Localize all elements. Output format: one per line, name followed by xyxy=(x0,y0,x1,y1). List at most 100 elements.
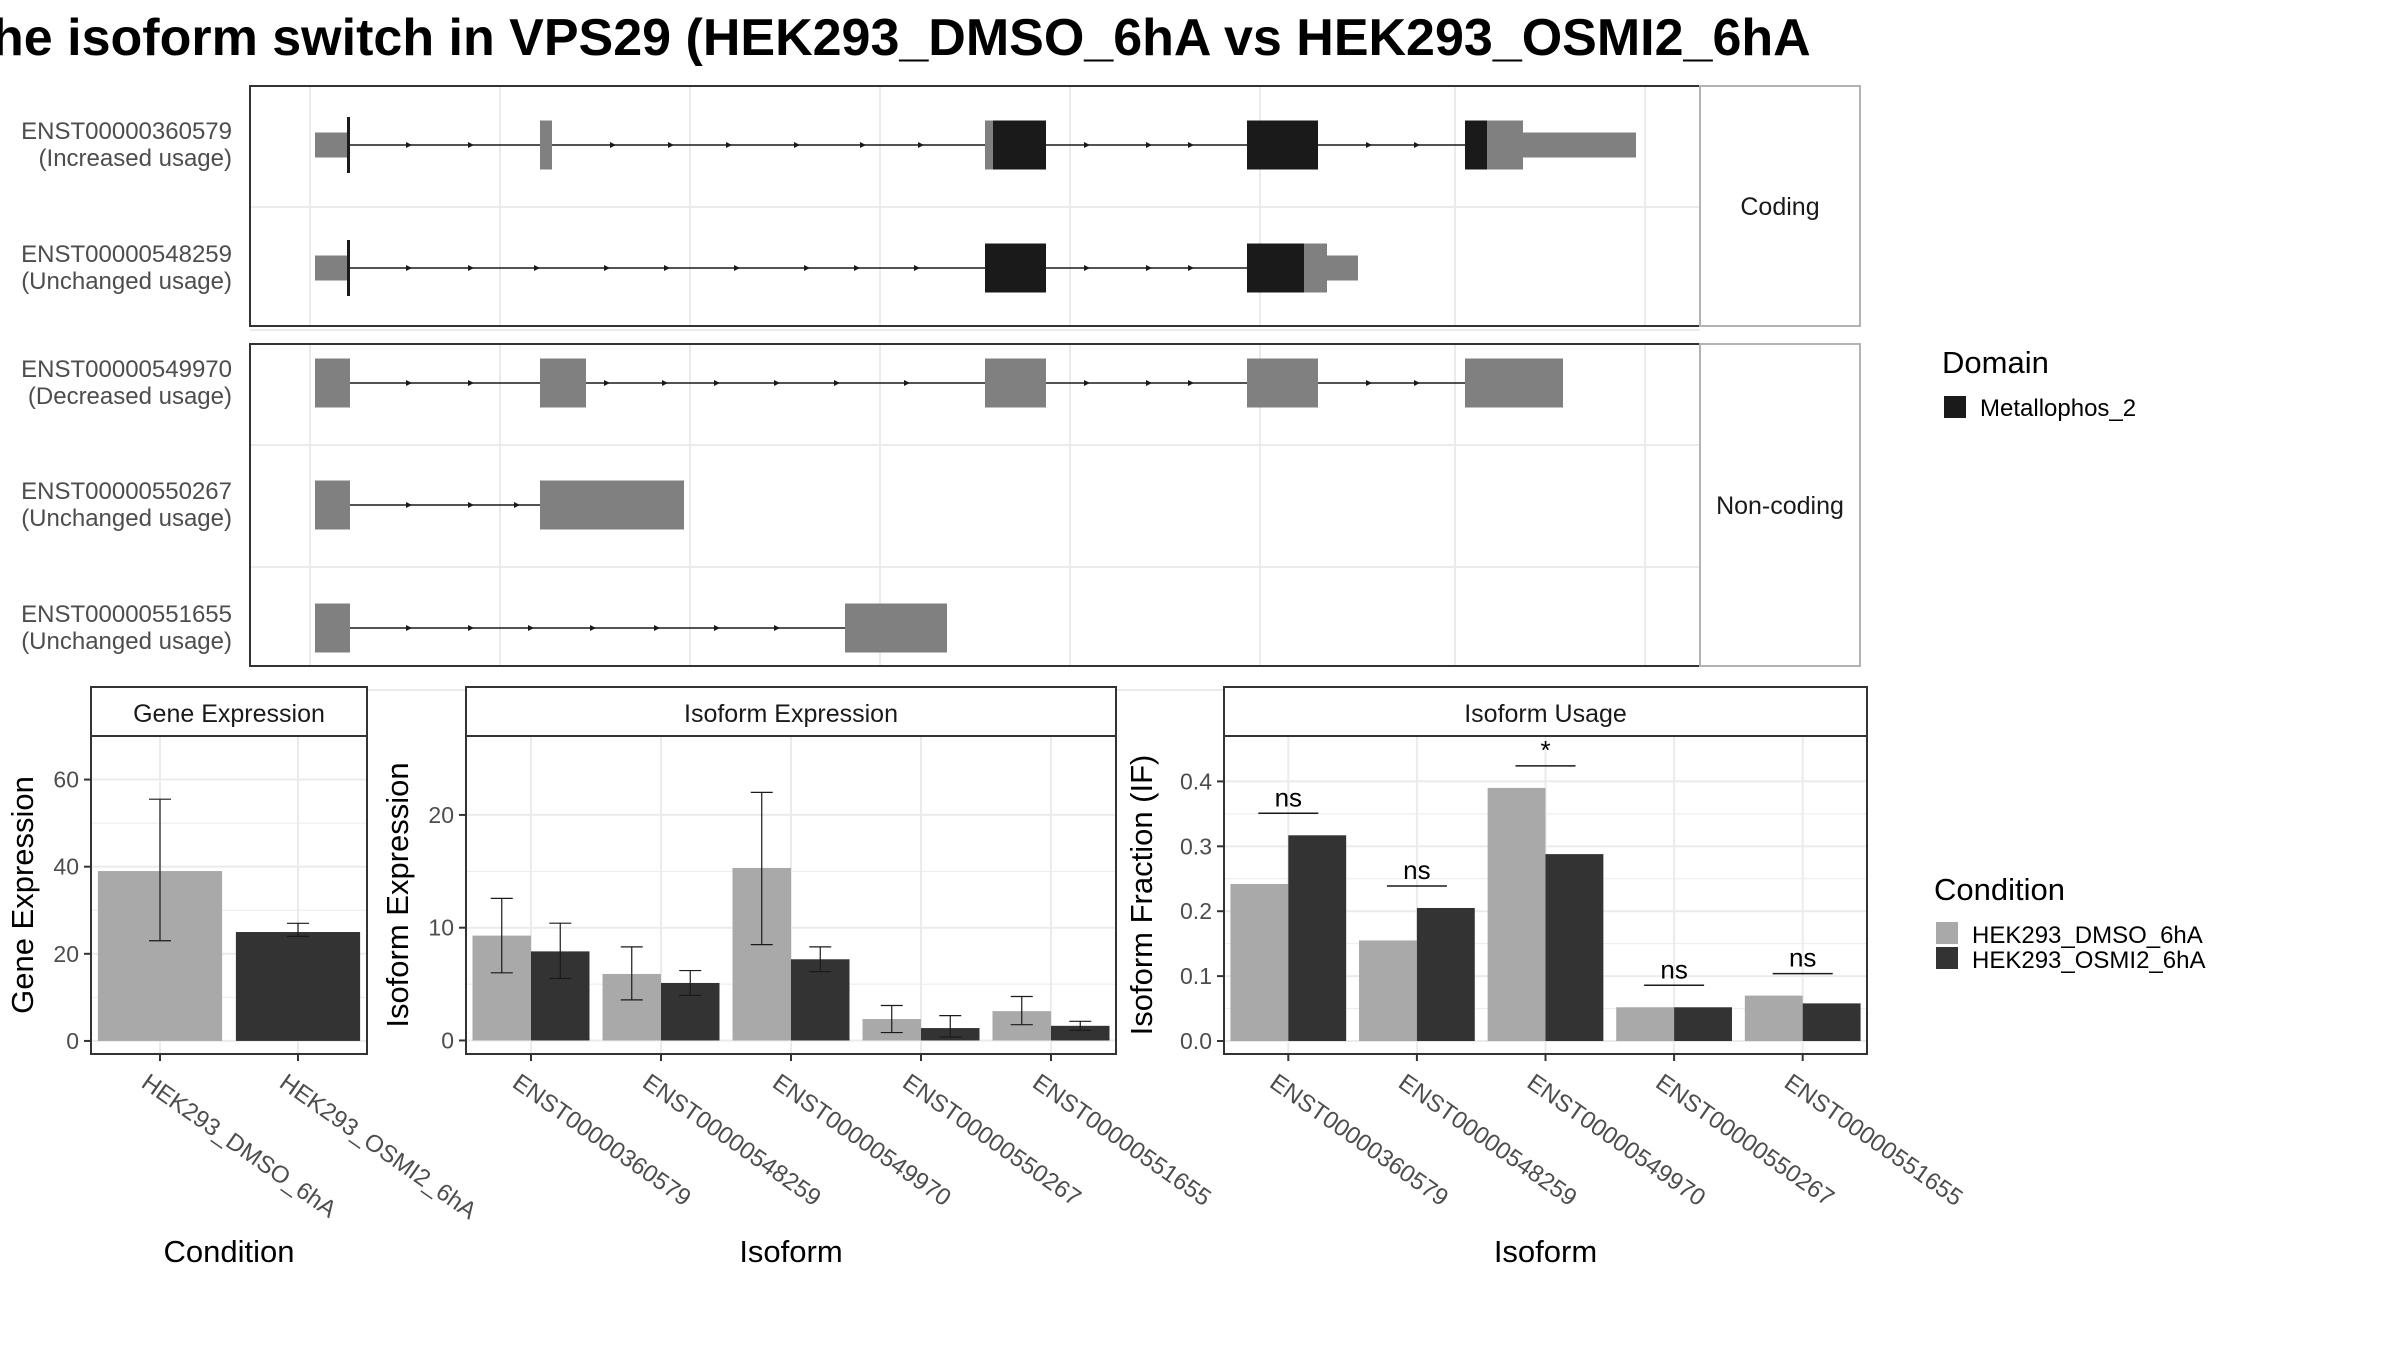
exon-block xyxy=(845,603,947,653)
expression-charts: Gene Expression0204060HEK293_DMSO_6hAHEK… xyxy=(5,686,1967,1269)
y-tick-label: 0.4 xyxy=(1180,768,1212,794)
significance-label: ns xyxy=(1660,954,1687,984)
intron-arrow xyxy=(734,265,740,271)
intron-arrow xyxy=(1146,265,1152,271)
intron-arrow xyxy=(664,265,670,271)
intron-arrow xyxy=(590,625,596,631)
chart-title: Isoform Expression xyxy=(684,700,898,728)
intron-arrow xyxy=(714,625,720,631)
bar xyxy=(1230,883,1289,1042)
intron-arrow xyxy=(1084,142,1090,148)
intron-arrow xyxy=(904,380,910,386)
bar xyxy=(235,932,361,1041)
condition-legend-label: HEK293_DMSO_6hA xyxy=(1972,922,2203,949)
legends: Domain Metallophos_2 Condition HEK293_DMSO_… xyxy=(1934,345,2205,974)
intron-arrow xyxy=(794,142,800,148)
y-tick-label: 10 xyxy=(428,915,454,941)
transcript-usage-label: (Unchanged usage) xyxy=(21,505,232,532)
y-tick-label: 60 xyxy=(53,767,79,793)
y-tick-label: 0 xyxy=(441,1027,454,1053)
domain-block xyxy=(1247,243,1304,293)
domain-legend-swatch xyxy=(1944,396,1966,418)
transcript-id-label: ENST00000550267 xyxy=(21,478,232,505)
intron-arrow xyxy=(610,142,616,148)
y-axis-title: Isoform Fraction (IF) xyxy=(1124,755,1159,1036)
transcript-usage-label: (Unchanged usage) xyxy=(21,628,232,655)
intron-arrow xyxy=(860,142,866,148)
domain-block xyxy=(347,240,350,296)
figure-title: he isoform switch in VPS29 (HEK293_DMSO_… xyxy=(0,9,1811,67)
significance-label: ns xyxy=(1403,855,1430,885)
domain-block xyxy=(347,117,350,173)
intron-arrow xyxy=(1366,142,1372,148)
facet-strip-label: Non-coding xyxy=(1716,492,1844,520)
exon-block xyxy=(315,132,347,158)
significance-label: * xyxy=(1540,735,1550,765)
bar xyxy=(1616,1007,1675,1042)
y-tick-label: 40 xyxy=(53,854,79,880)
intron-arrow xyxy=(1414,380,1420,386)
intron-arrow xyxy=(854,265,860,271)
intron-arrow xyxy=(714,380,720,386)
intron-arrow xyxy=(804,265,810,271)
transcript-row: ENST00000551655(Unchanged usage) xyxy=(21,601,947,655)
intron-arrow xyxy=(774,380,780,386)
intron-arrow xyxy=(406,380,412,386)
transcript-usage-label: (Increased usage) xyxy=(39,145,232,172)
domain-block xyxy=(993,120,1046,170)
exon-block xyxy=(1247,358,1318,408)
exon-block xyxy=(540,480,684,530)
x-axis-title: Isoform xyxy=(739,1234,842,1269)
intron-arrow xyxy=(468,380,474,386)
transcript-usage-label: (Unchanged usage) xyxy=(21,268,232,295)
condition-legend-swatch xyxy=(1936,947,1958,969)
y-tick-label: 20 xyxy=(53,941,79,967)
condition-legend-swatch xyxy=(1936,922,1958,944)
transcript-row: ENST00000360579(Increased usage) xyxy=(21,117,1636,173)
intron-arrow xyxy=(468,502,474,508)
bar xyxy=(791,959,850,1041)
intron-arrow xyxy=(726,142,732,148)
exon-block xyxy=(315,480,350,530)
transcript-id-label: ENST00000548259 xyxy=(21,241,232,268)
intron-arrow xyxy=(406,625,412,631)
intron-arrow xyxy=(1188,142,1194,148)
y-tick-label: 0.0 xyxy=(1180,1028,1212,1054)
bar xyxy=(1051,1025,1110,1041)
intron-arrow xyxy=(406,142,412,148)
bar xyxy=(1802,1003,1861,1042)
transcript-usage-label: (Decreased usage) xyxy=(28,383,232,410)
x-axis-title: Condition xyxy=(164,1234,295,1269)
intron-arrow xyxy=(468,142,474,148)
exon-block xyxy=(540,120,552,170)
domain-legend-title: Domain xyxy=(1942,345,2049,380)
transcript-row: ENST00000548259(Unchanged usage) xyxy=(21,240,1358,296)
domain-block xyxy=(1247,120,1318,170)
plot-border xyxy=(90,735,368,1055)
bar xyxy=(1487,787,1546,1042)
exon-block xyxy=(1327,255,1358,281)
intron-arrow xyxy=(1188,265,1194,271)
intron-arrow xyxy=(468,625,474,631)
intron-arrow xyxy=(406,502,412,508)
transcript-row: ENST00000550267(Unchanged usage) xyxy=(21,478,684,532)
exon-block xyxy=(1487,120,1523,170)
intron-arrow xyxy=(514,502,520,508)
exon-block xyxy=(315,255,347,281)
intron-arrow xyxy=(1414,142,1420,148)
exon-block xyxy=(540,358,586,408)
facet-strip-label: Coding xyxy=(1740,193,1819,221)
intron-arrow xyxy=(534,265,540,271)
domain-legend-label: Metallophos_2 xyxy=(1980,395,2136,422)
transcript-structure-panel: Coding Non-coding ENST00000360579(Increase… xyxy=(21,85,1861,691)
bar xyxy=(1744,995,1803,1042)
exon-block xyxy=(1523,132,1636,158)
exon-block xyxy=(315,358,350,408)
intron-arrow xyxy=(468,265,474,271)
intron-arrow xyxy=(918,142,924,148)
domain-block xyxy=(985,243,1046,293)
chart-1: Isoform Expression01020ENST00000360579EN… xyxy=(380,686,1216,1269)
